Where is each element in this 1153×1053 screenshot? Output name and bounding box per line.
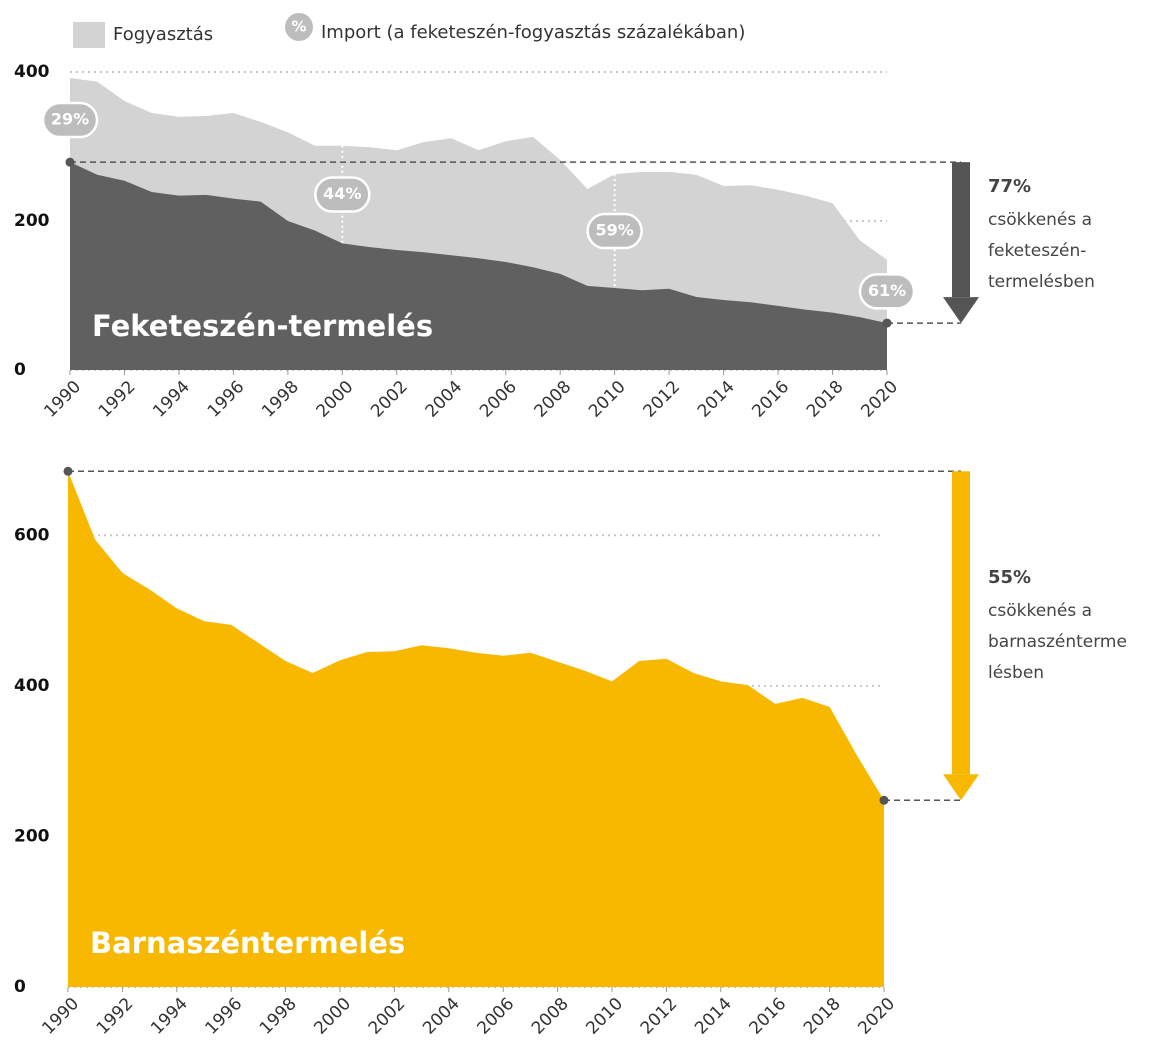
y-tick-label: 0	[14, 977, 26, 997]
series-label: Barnaszéntermelés	[90, 926, 405, 960]
annotation-line: feketeszén-	[988, 241, 1086, 261]
x-tick-label: 2018	[800, 994, 845, 1039]
x-tick-label: 2014	[691, 994, 736, 1039]
x-tick-label: 2012	[639, 377, 684, 422]
import-label: 44%	[323, 184, 361, 203]
y-tick-label: 200	[14, 826, 50, 846]
x-tick-label: 2020	[854, 994, 899, 1039]
point-start	[63, 466, 73, 476]
legend-label: Import (a feketeszén-fogyasztás százalék…	[321, 22, 745, 43]
x-tick-label: 2016	[746, 994, 791, 1039]
x-tick-label: 2006	[476, 377, 521, 422]
area	[70, 162, 887, 370]
x-tick-label: 2002	[367, 377, 412, 422]
series-label: Feketeszén-termelés	[92, 309, 433, 343]
y-tick-label: 600	[14, 525, 50, 545]
x-tick-label: 2020	[857, 377, 902, 422]
x-tick-label: 1990	[40, 377, 85, 422]
area	[68, 471, 884, 987]
annotation-line: lésben	[988, 663, 1044, 683]
point-end	[879, 795, 889, 805]
x-tick-label: 1992	[95, 377, 140, 422]
legend-symbol: %	[291, 18, 306, 36]
x-tick-label: 1996	[202, 994, 247, 1039]
import-bubble	[586, 212, 643, 250]
arrow-shaft	[952, 471, 970, 775]
x-tick-label: 2012	[637, 994, 682, 1039]
x-tick-label: 1992	[93, 994, 138, 1039]
x-tick-label: 1994	[147, 994, 192, 1039]
x-tick-label: 2000	[313, 377, 358, 422]
import-label: 61%	[868, 281, 906, 300]
annotation-line: termelésben	[988, 272, 1095, 292]
y-tick-label: 200	[14, 211, 50, 231]
x-tick-label: 2014	[694, 377, 739, 422]
annotation-line: csökkenés a	[988, 210, 1092, 230]
import-bubble	[858, 273, 916, 310]
annotation-line: csökkenés a	[988, 601, 1092, 621]
x-tick-label: 2018	[803, 377, 848, 422]
x-tick-label: 1998	[258, 377, 303, 422]
legend-label: Fogyasztás	[113, 24, 213, 45]
arrow-shaft	[952, 162, 970, 298]
x-tick-label: 1998	[256, 994, 301, 1039]
import-label: 59%	[596, 221, 634, 240]
x-tick-label: 2006	[474, 994, 519, 1039]
annotation-line: barnaszénterme	[988, 632, 1127, 652]
import-label: 29%	[51, 110, 89, 129]
x-tick-label: 2010	[582, 994, 627, 1039]
x-tick-label: 2004	[419, 994, 464, 1039]
x-tick-label: 2000	[310, 994, 355, 1039]
arrow-head	[943, 774, 979, 801]
x-tick-label: 2008	[528, 994, 573, 1039]
point-end	[882, 318, 892, 328]
y-tick-label: 0	[14, 360, 26, 380]
x-tick-label: 2002	[365, 994, 410, 1039]
annotation-value: 77%	[988, 176, 1031, 197]
x-tick-label: 2016	[748, 377, 793, 422]
x-tick-label: 2004	[422, 377, 467, 422]
x-tick-label: 1996	[204, 377, 249, 422]
y-tick-label: 400	[14, 62, 50, 82]
annotation-value: 55%	[988, 567, 1031, 588]
x-tick-label: 1990	[38, 994, 83, 1039]
x-tick-label: 1994	[149, 377, 194, 422]
x-tick-label: 2008	[531, 377, 576, 422]
legend: Fogyasztás % Import (a feketeszén-fogyas…	[73, 11, 745, 48]
y-tick-label: 400	[14, 676, 50, 696]
import-bubble	[314, 176, 371, 213]
x-tick-label: 2010	[585, 377, 630, 422]
legend-bubble	[283, 11, 315, 43]
arrow-head	[943, 297, 979, 324]
legend-swatch	[73, 22, 105, 48]
import-bubble	[41, 101, 99, 139]
point-start	[65, 157, 75, 167]
